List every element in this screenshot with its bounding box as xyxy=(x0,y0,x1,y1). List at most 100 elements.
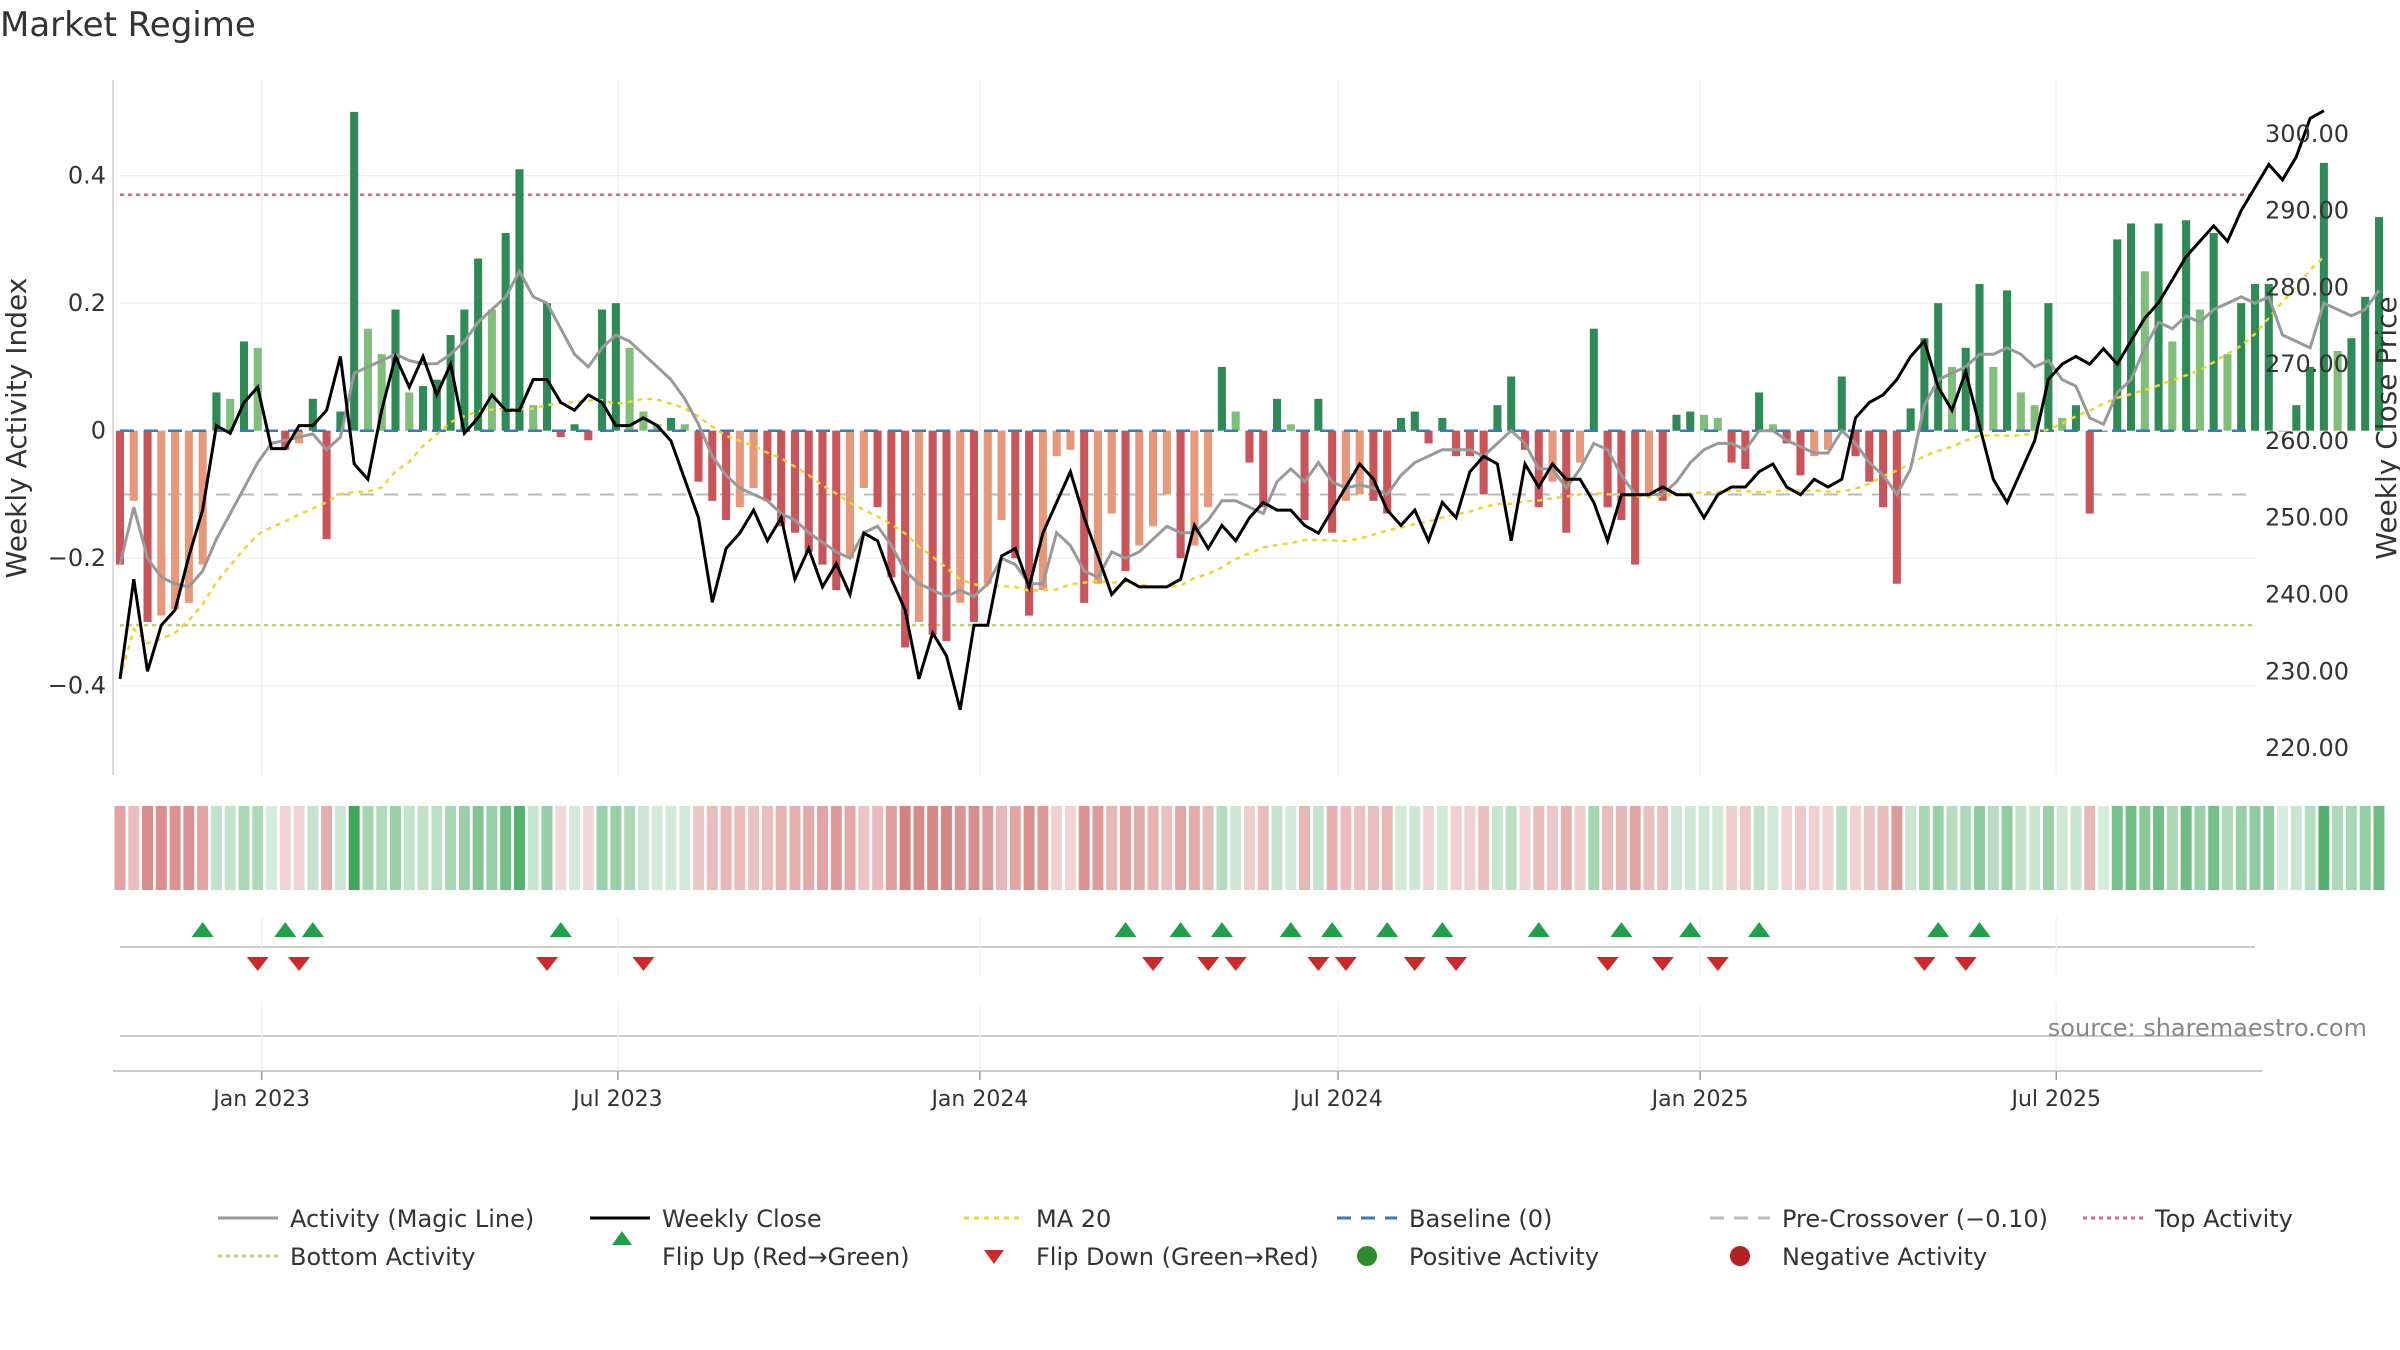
activity-bar xyxy=(928,430,937,635)
y-left-tick-label: 0.2 xyxy=(68,289,106,317)
heat-strip-cell xyxy=(1312,806,1324,890)
heat-strip-cell xyxy=(1120,806,1131,890)
heat-strip-cell xyxy=(1285,806,1297,890)
legend-item-weekly-close: Weekly Close xyxy=(590,1205,822,1233)
activity-bar xyxy=(694,430,703,482)
heat-strip-cell xyxy=(596,806,608,890)
flip-down-marker xyxy=(288,957,311,971)
heat-strip-cell xyxy=(1188,806,1200,890)
activity-bar xyxy=(542,303,552,431)
heat-strip-cell xyxy=(720,806,732,890)
activity-bar xyxy=(1576,430,1585,463)
heat-strip-cell xyxy=(555,806,567,890)
right-axis-ticks: 220.00 230.00 240.00 250.00 260.00 270.00 280.… xyxy=(2265,120,2349,762)
heat-strip-cell xyxy=(1023,806,1035,890)
activity-bar xyxy=(790,430,799,533)
heat-strip-cell xyxy=(2001,806,2013,890)
heat-strip-cell xyxy=(155,806,167,890)
activity-bar xyxy=(666,417,676,431)
y-left-tick-label: 0.4 xyxy=(68,162,106,190)
activity-bar xyxy=(2099,430,2108,432)
flip-up-marker xyxy=(1169,922,1192,937)
activity-bar xyxy=(2333,350,2342,431)
heat-strip-cell xyxy=(706,806,718,890)
legend-label-ma20: MA 20 xyxy=(1036,1205,1111,1233)
heat-strip-cell xyxy=(128,806,140,890)
heat-strip-cell xyxy=(954,806,966,890)
activity-bar xyxy=(763,430,772,501)
activity-bar xyxy=(2003,290,2012,431)
activity-bar xyxy=(501,233,510,431)
activity-bar xyxy=(1410,411,1419,431)
chart-title: Market Regime xyxy=(0,5,256,45)
heat-strip-cell xyxy=(1244,806,1255,890)
heat-strip-cell xyxy=(1932,806,1944,890)
heat-strip-cell xyxy=(1767,806,1779,890)
heat-strip-cell xyxy=(1850,806,1862,890)
heat-strip-cell xyxy=(1064,806,1076,890)
activity-bar xyxy=(969,430,979,622)
activity-bar xyxy=(997,430,1006,520)
activity-bar xyxy=(1548,430,1557,482)
activity-bar xyxy=(1507,376,1516,431)
heat-strip-cell xyxy=(2318,806,2330,890)
heat-strip-cell xyxy=(1381,806,1393,890)
heat-strip-cell xyxy=(1547,806,1558,890)
heat-strip-cell xyxy=(1175,806,1187,890)
activity-bar xyxy=(1603,430,1612,508)
flip-up-marker xyxy=(1968,922,1991,937)
heat-strip-cell xyxy=(775,806,787,890)
heat-strip-cell xyxy=(1257,806,1269,890)
heat-strip-cell xyxy=(1092,806,1104,890)
heat-strip-cell xyxy=(2304,806,2316,890)
heat-strip-cell xyxy=(197,806,209,890)
activity-bar xyxy=(887,430,896,578)
heat-strip-cell xyxy=(224,806,236,890)
activity-bar xyxy=(115,430,125,565)
lines xyxy=(118,109,2381,711)
x-tick-label: Jul 2023 xyxy=(571,1087,663,1112)
heat-strip-cell xyxy=(1960,806,1972,890)
y-right-tick-label: 260.00 xyxy=(2265,427,2349,455)
heat-strip-cell xyxy=(1905,806,1917,890)
activity-bar xyxy=(1149,430,1158,527)
activity-bars xyxy=(115,111,2384,648)
activity-bar xyxy=(226,398,235,431)
activity-bar xyxy=(708,430,717,501)
activity-bar xyxy=(818,430,827,565)
heat-strip-cell xyxy=(376,806,388,890)
activity-bar xyxy=(983,430,992,584)
activity-bar xyxy=(942,430,951,642)
activity-bar xyxy=(212,392,221,431)
legend-item-flip-down: Flip Down (Green→Red) xyxy=(984,1243,1319,1271)
heat-strip-cell xyxy=(321,806,333,890)
activity-bar xyxy=(1975,284,1984,431)
heat-strip-cell xyxy=(458,806,470,890)
heat-strip-cell xyxy=(569,806,581,890)
heat-strip-cell xyxy=(885,806,897,890)
activity-bar xyxy=(239,341,249,431)
activity-bar xyxy=(2250,284,2260,431)
y-right-tick-label: 270.00 xyxy=(2265,350,2349,378)
activity-bar xyxy=(418,386,428,431)
activity-bar xyxy=(2374,217,2384,431)
heat-strip-cell xyxy=(417,806,429,890)
heat-strip-cell xyxy=(445,806,457,890)
x-tick-label: Jul 2024 xyxy=(1291,1087,1383,1112)
flip-up-marker xyxy=(1210,922,1233,937)
y-left-tick-label: −0.2 xyxy=(48,544,106,572)
activity-bar xyxy=(1217,366,1226,431)
flip-up-marker xyxy=(1114,922,1137,937)
activity-bar xyxy=(1699,414,1709,431)
heat-strip-cell xyxy=(527,806,539,890)
heat-strip-cell xyxy=(266,806,277,890)
flip-down-marker xyxy=(1954,957,1977,971)
heat-strip-cell xyxy=(1354,806,1366,890)
y-right-tick-label: 230.00 xyxy=(2265,657,2349,685)
activity-bar xyxy=(2182,220,2191,431)
activity-bar xyxy=(2319,162,2328,431)
heat-strip-cell xyxy=(1629,806,1641,890)
heat-strip-cell xyxy=(913,806,925,890)
activity-bar xyxy=(1135,430,1144,546)
activity-bar xyxy=(1920,338,1929,431)
